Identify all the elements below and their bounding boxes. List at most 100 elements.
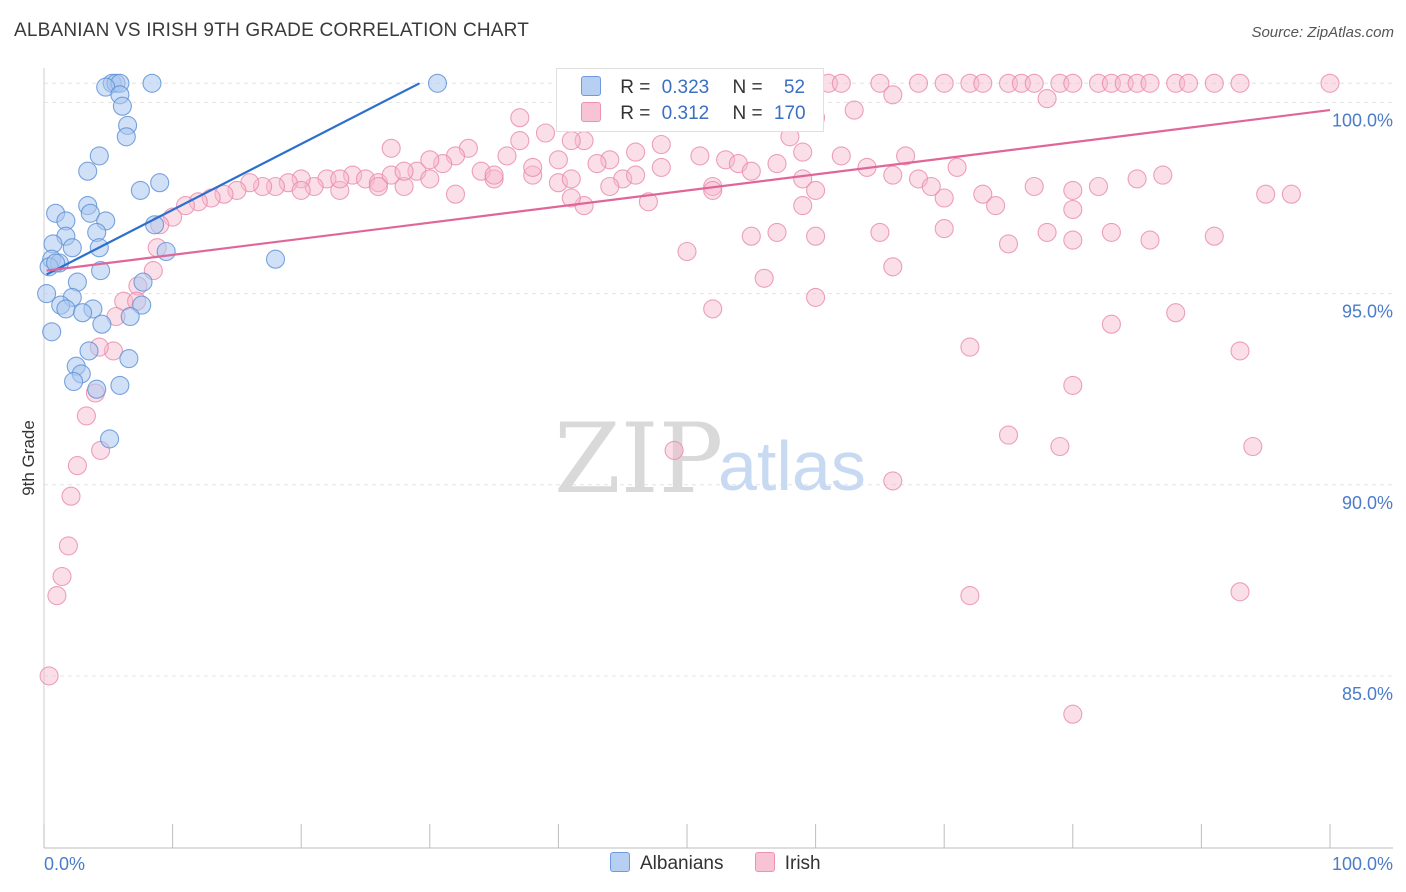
irish-point — [394, 161, 414, 181]
irish-point — [651, 134, 671, 155]
albanian-point — [150, 173, 170, 193]
albanian-point — [110, 375, 130, 395]
legend-item-albanians: Albanians — [610, 852, 723, 875]
y-axis-label: 9th Grade — [19, 420, 38, 496]
irish-point — [1320, 73, 1340, 93]
irish-point — [368, 176, 388, 197]
irish-point — [510, 131, 530, 151]
irish-point — [1140, 73, 1160, 93]
irish-swatch — [581, 102, 601, 122]
y-tick-label: 90.0% — [1342, 493, 1393, 513]
albanian-point — [79, 341, 99, 361]
irish-point — [908, 73, 929, 93]
albanian-point — [73, 303, 93, 323]
irish-point — [754, 268, 774, 288]
watermark-atlas: atlas — [718, 427, 866, 505]
stats-legend: R = 0.323 N = 52 R = 0.312 N = 170 — [556, 68, 824, 132]
legend-r-label: R = — [620, 77, 651, 98]
irish-point — [1024, 176, 1044, 197]
watermark: ZIP atlas — [554, 403, 866, 515]
source-credit: Source: ZipAtlas.com — [1251, 24, 1394, 41]
irish-point — [690, 146, 710, 166]
irish-point — [1230, 582, 1250, 602]
irish-point — [677, 241, 697, 262]
legend-r-label: R = — [620, 103, 651, 124]
irish-point — [651, 157, 671, 177]
albanians-swatch — [581, 76, 601, 96]
irish-point — [1063, 199, 1083, 220]
irish-point — [870, 222, 890, 242]
irish-point — [67, 456, 87, 476]
irish-point — [484, 165, 504, 185]
albanian-point — [78, 161, 98, 181]
albanian-point — [80, 203, 100, 223]
irish-point — [343, 165, 363, 185]
irish-point — [1166, 303, 1186, 323]
irish-point — [1050, 436, 1070, 457]
irish-point — [1153, 165, 1173, 185]
y-tick-label: 95.0% — [1342, 302, 1393, 322]
irish-point — [831, 73, 851, 93]
irish-points — [39, 73, 1340, 724]
albanian-point — [130, 180, 150, 200]
irish-point — [998, 425, 1019, 445]
irish-point — [767, 222, 787, 242]
albanian-point — [133, 272, 153, 292]
irish-point — [39, 666, 59, 686]
irish-point — [793, 142, 813, 162]
irish-point — [883, 471, 903, 491]
irish-point — [831, 146, 851, 166]
x-tick-label-max: 100.0% — [1332, 854, 1393, 874]
irish-point — [934, 73, 954, 93]
watermark-zip: ZIP — [554, 403, 723, 515]
irish-point — [1063, 375, 1083, 395]
albanian-point — [42, 322, 62, 342]
irish-point — [420, 169, 440, 189]
irish-point — [561, 169, 581, 189]
irish-point — [1063, 704, 1083, 724]
irish-point — [986, 196, 1006, 216]
irish-point — [806, 287, 826, 307]
albanian-point — [156, 241, 176, 262]
chart-title: ALBANIAN VS IRISH 9TH GRADE CORRELATION … — [14, 20, 530, 41]
irish-point — [548, 150, 568, 170]
irish-point — [716, 150, 736, 170]
irish-point — [741, 161, 761, 181]
irish-point — [973, 73, 993, 93]
irish-point — [561, 131, 581, 151]
irish-point — [934, 219, 954, 239]
x-tick-labels: 0.0% 100.0% — [44, 854, 1393, 874]
irish-point — [973, 184, 993, 204]
irish-point — [587, 154, 607, 174]
legend-n-value-albanians: 52 — [783, 77, 806, 98]
irish-point — [960, 337, 980, 357]
albanian-point — [56, 299, 76, 319]
albanian-point — [120, 306, 140, 327]
irish-trend-line — [46, 108, 1331, 272]
irish-point — [883, 85, 903, 105]
irish-point — [420, 150, 440, 170]
irish-point — [844, 100, 864, 120]
irish-point — [253, 176, 273, 197]
legend-n-value-irish: 170 — [773, 103, 806, 124]
series-legend: Albanians Irish — [610, 852, 847, 875]
irish-point — [1037, 222, 1057, 242]
irish-point — [1063, 73, 1083, 93]
x-tick-label-min: 0.0% — [44, 854, 85, 874]
axes — [43, 68, 1393, 849]
irish-point — [806, 226, 826, 246]
y-tick-labels: 100.0% 95.0% 90.0% 85.0% — [1332, 110, 1393, 704]
albanian-point — [89, 146, 109, 166]
irish-point — [291, 169, 311, 189]
irish-point — [703, 180, 723, 200]
irish-point — [1243, 436, 1263, 457]
y-tick-label: 85.0% — [1342, 684, 1393, 704]
legend-row-irish: R = 0.312 N = 170 — [581, 102, 806, 126]
irish-point — [58, 536, 78, 556]
albanian-point — [92, 314, 112, 334]
irish-point — [510, 108, 530, 128]
irish-point — [523, 157, 543, 177]
irish-point — [1063, 230, 1083, 250]
irish-point — [1140, 230, 1160, 250]
albanian-point — [116, 127, 136, 147]
